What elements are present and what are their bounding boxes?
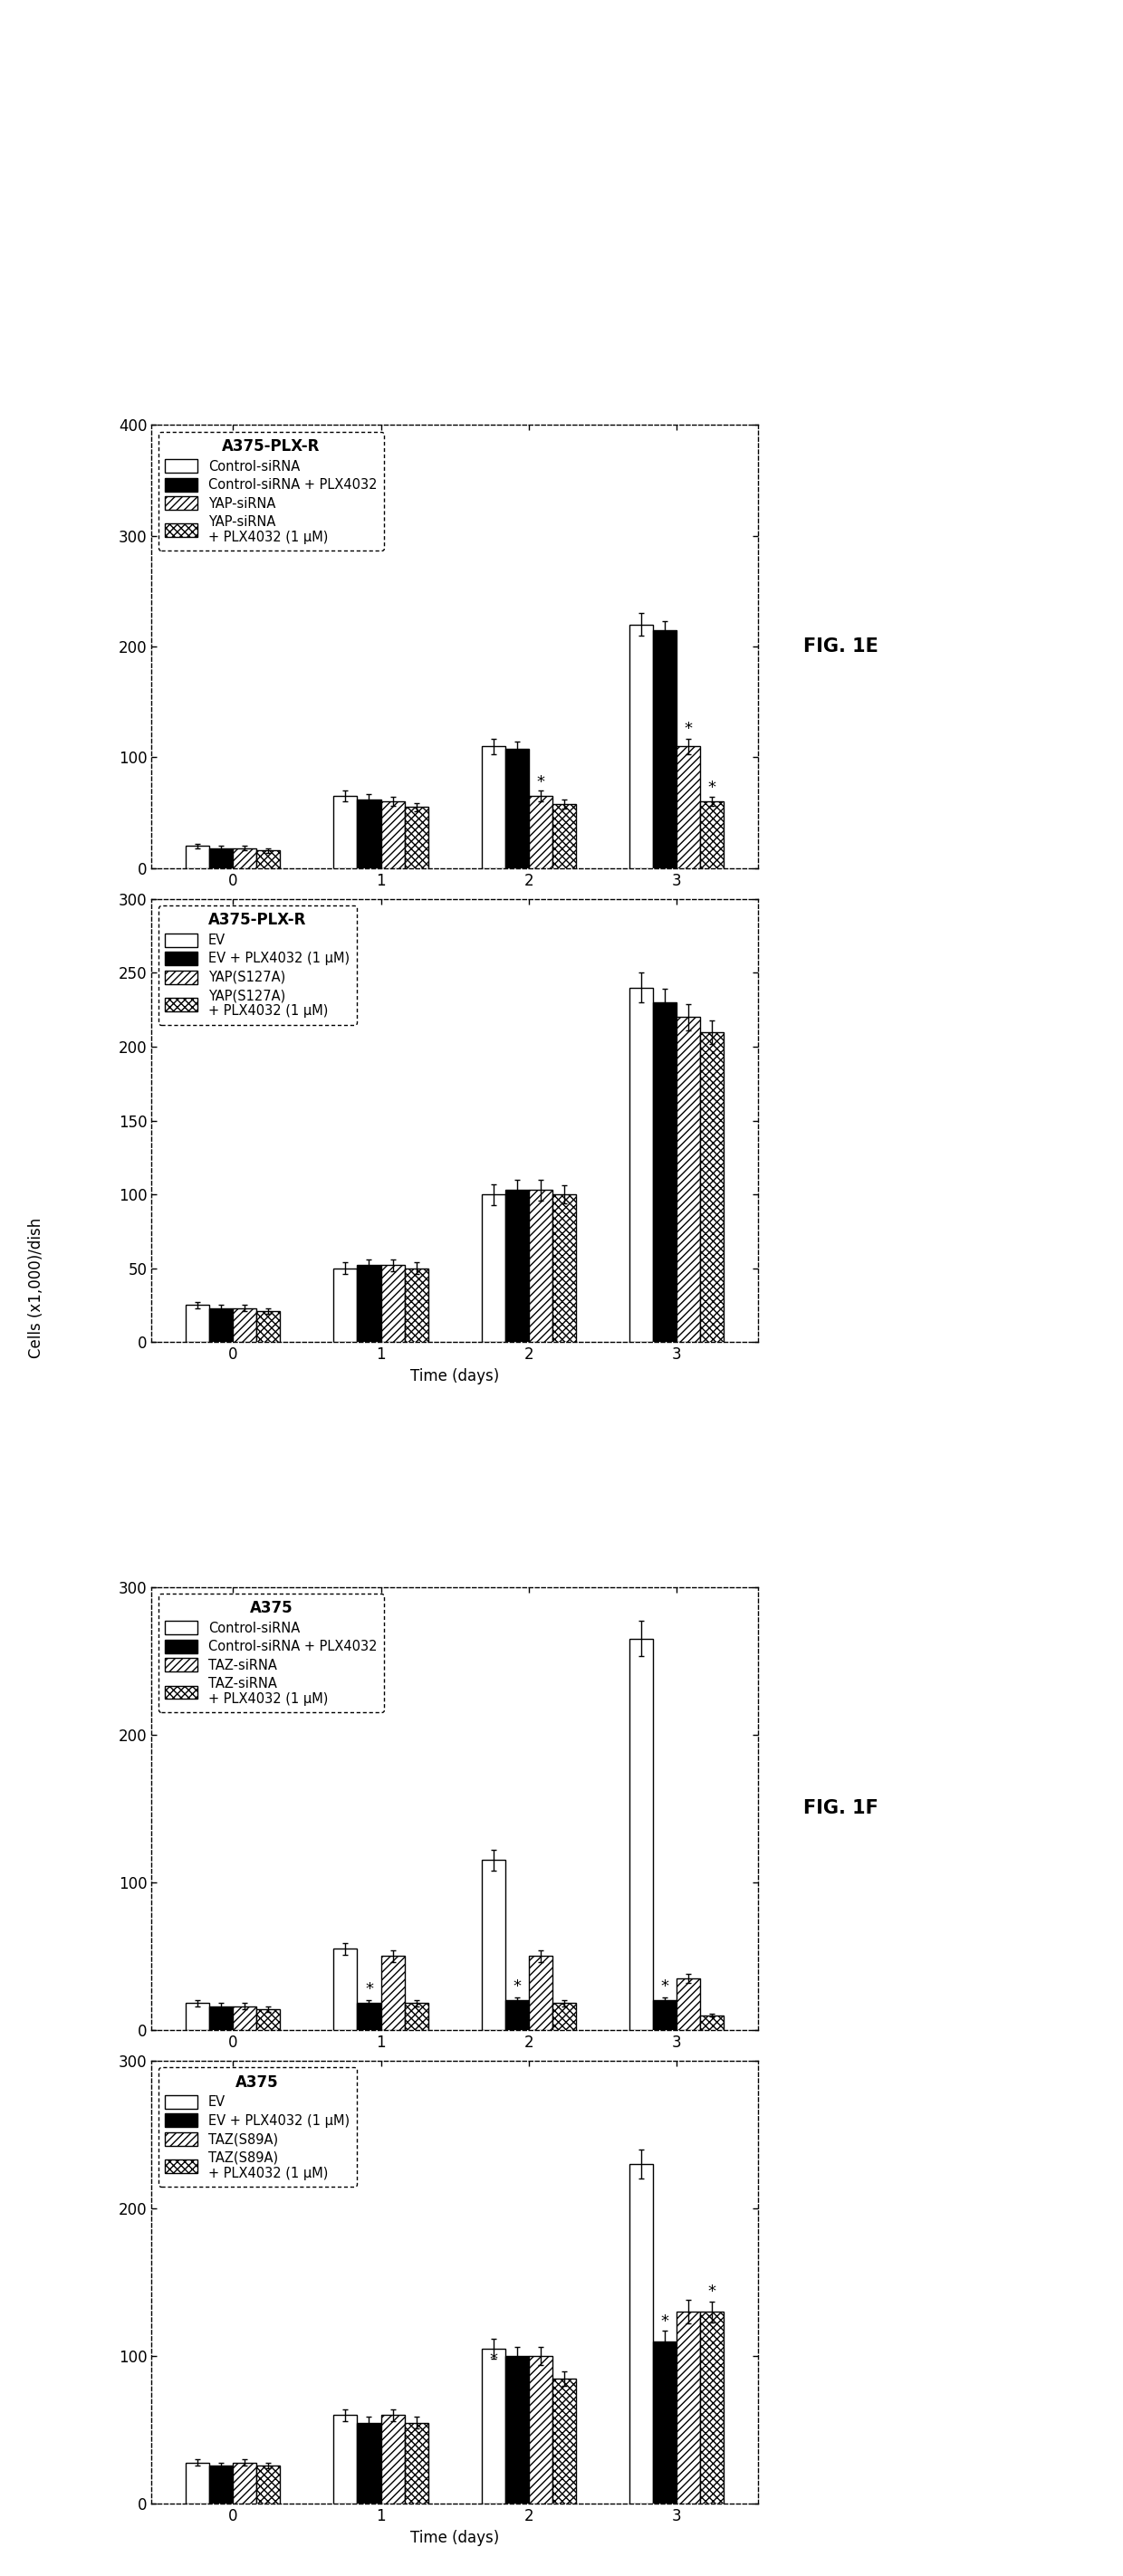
Text: FIG. 1F: FIG. 1F <box>803 1798 878 1819</box>
Bar <box>553 1195 576 1342</box>
Bar <box>185 2004 209 2030</box>
Bar <box>209 1309 232 1342</box>
Legend: Control-siRNA, Control-siRNA + PLX4032, YAP-siRNA, YAP-siRNA
+ PLX4032 (1 μM): Control-siRNA, Control-siRNA + PLX4032, … <box>158 433 384 551</box>
Text: *: * <box>709 781 716 796</box>
Bar <box>257 2465 281 2504</box>
Bar <box>357 2421 381 2504</box>
Text: *: * <box>537 775 545 791</box>
Bar <box>701 801 724 868</box>
Bar <box>257 2009 281 2030</box>
Bar <box>357 1265 381 1342</box>
Bar <box>652 2342 677 2504</box>
Bar <box>232 1309 257 1342</box>
Bar <box>232 2007 257 2030</box>
Bar <box>629 623 652 868</box>
Bar <box>357 2004 381 2030</box>
Legend: EV, EV + PLX4032 (1 μM), TAZ(S89A), TAZ(S89A)
+ PLX4032 (1 μM): EV, EV + PLX4032 (1 μM), TAZ(S89A), TAZ(… <box>158 2069 356 2187</box>
Bar <box>334 796 357 868</box>
Bar <box>529 2357 553 2504</box>
Bar <box>482 747 505 868</box>
Bar <box>553 804 576 868</box>
Bar <box>629 1638 652 2030</box>
Bar <box>505 1190 529 1342</box>
Bar <box>404 2004 428 2030</box>
Bar <box>529 1190 553 1342</box>
X-axis label: Time (days): Time (days) <box>410 1368 500 1383</box>
Bar <box>482 1860 505 2030</box>
Text: *: * <box>660 1978 669 1994</box>
Legend: Control-siRNA, Control-siRNA + PLX4032, TAZ-siRNA, TAZ-siRNA
+ PLX4032 (1 μM): Control-siRNA, Control-siRNA + PLX4032, … <box>158 1595 384 1713</box>
Bar <box>701 2311 724 2504</box>
Legend: EV, EV + PLX4032 (1 μM), YAP(S127A), YAP(S127A)
+ PLX4032 (1 μM): EV, EV + PLX4032 (1 μM), YAP(S127A), YAP… <box>158 907 356 1025</box>
Bar <box>505 2002 529 2030</box>
Text: *: * <box>709 2285 716 2300</box>
Bar <box>404 1267 428 1342</box>
Bar <box>529 1955 553 2030</box>
Bar <box>232 2463 257 2504</box>
Bar <box>505 750 529 868</box>
Bar <box>553 2004 576 2030</box>
Text: *: * <box>660 2313 669 2329</box>
Bar <box>404 806 428 868</box>
Bar <box>677 1018 701 1342</box>
Bar <box>209 2007 232 2030</box>
Bar <box>381 1955 404 2030</box>
Bar <box>334 1267 357 1342</box>
Bar <box>482 2349 505 2504</box>
Bar <box>482 1195 505 1342</box>
Bar <box>629 987 652 1342</box>
Bar <box>185 2463 209 2504</box>
Bar <box>629 2164 652 2504</box>
Bar <box>257 850 281 868</box>
Text: *: * <box>684 721 693 737</box>
Text: *: * <box>513 1978 521 1994</box>
Bar <box>677 747 701 868</box>
Bar <box>381 1265 404 1342</box>
Bar <box>257 1311 281 1342</box>
Bar <box>677 1978 701 2030</box>
Bar <box>209 2465 232 2504</box>
Bar <box>232 848 257 868</box>
Bar <box>334 1947 357 2030</box>
X-axis label: Time (days): Time (days) <box>410 2530 500 2545</box>
Bar <box>185 845 209 868</box>
Bar <box>404 2421 428 2504</box>
Bar <box>652 2002 677 2030</box>
Bar <box>381 2416 404 2504</box>
Bar <box>334 2416 357 2504</box>
Bar <box>357 799 381 868</box>
Bar <box>701 1033 724 1342</box>
Bar <box>677 2311 701 2504</box>
Bar <box>505 2357 529 2504</box>
Bar <box>652 1002 677 1342</box>
Text: FIG. 1E: FIG. 1E <box>803 636 878 657</box>
Bar <box>529 796 553 868</box>
Bar <box>652 631 677 868</box>
Text: *: * <box>365 1981 373 1996</box>
Bar <box>185 1306 209 1342</box>
Bar <box>701 2014 724 2030</box>
Bar <box>209 848 232 868</box>
Text: Cells (x1,000)/dish: Cells (x1,000)/dish <box>28 1218 44 1358</box>
Bar <box>553 2378 576 2504</box>
Bar <box>381 801 404 868</box>
Text: *: * <box>490 2352 497 2367</box>
